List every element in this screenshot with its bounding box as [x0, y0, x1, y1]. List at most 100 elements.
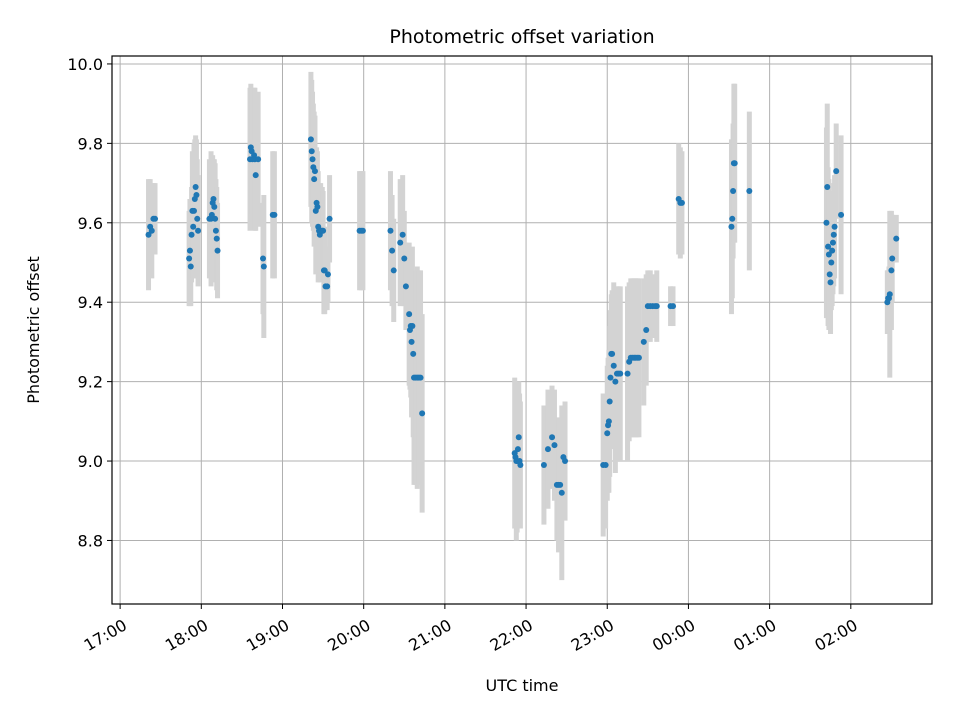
y-tick-label: 9.4 [78, 293, 103, 312]
data-point [359, 227, 366, 234]
y-tick-label: 10.0 [67, 55, 103, 74]
data-point [324, 283, 331, 290]
y-tick-label: 9.0 [78, 452, 103, 471]
plot-frame [111, 55, 933, 605]
data-point [145, 231, 152, 238]
data-point [190, 223, 197, 230]
data-point [731, 160, 738, 167]
data-point [409, 323, 416, 330]
data-point [746, 188, 753, 195]
data-point [886, 291, 893, 298]
data-point [824, 184, 831, 191]
data-point [406, 311, 413, 318]
x-axis-title: UTC time [486, 676, 559, 695]
data-point [609, 350, 616, 357]
data-point [653, 303, 660, 310]
data-point [213, 235, 220, 242]
data-point [260, 255, 267, 262]
data-point [214, 247, 221, 254]
data-point [408, 338, 415, 345]
data-point [387, 227, 394, 234]
data-point [670, 303, 677, 310]
data-point [678, 199, 685, 206]
data-point [517, 462, 524, 469]
data-point [831, 223, 838, 230]
data-point [307, 136, 314, 143]
data-point [635, 354, 642, 361]
data-point [389, 247, 396, 254]
data-point [827, 279, 834, 286]
data-point [551, 442, 558, 449]
data-point [191, 207, 197, 214]
data-point [210, 195, 217, 202]
data-point [194, 215, 201, 222]
data-point [308, 148, 315, 155]
data-point [602, 462, 609, 469]
data-point [833, 168, 840, 175]
data-point [888, 267, 895, 274]
y-tick-label: 8.8 [78, 531, 103, 550]
data-point [610, 362, 617, 369]
y-axis-title: Photometric offset [24, 256, 43, 404]
data-point [187, 263, 194, 270]
data-point [544, 446, 551, 453]
data-point [826, 271, 833, 278]
data-point [562, 458, 569, 465]
grid [112, 56, 932, 604]
data-point [893, 235, 900, 242]
data-point [640, 338, 647, 345]
data-point [729, 215, 736, 222]
data-point [320, 227, 327, 234]
data-point [557, 481, 564, 488]
data-point [311, 176, 318, 183]
data-point [326, 215, 333, 222]
data-point [401, 255, 408, 262]
data-point [186, 247, 193, 254]
data-point [192, 184, 199, 191]
data-point [514, 446, 521, 453]
data-point [252, 172, 259, 179]
data-point [558, 489, 565, 496]
y-tick-label: 9.6 [78, 214, 103, 233]
data-point [419, 410, 426, 417]
data-point [540, 462, 547, 469]
data-point [605, 418, 612, 425]
data-point [728, 223, 735, 230]
data-point [828, 259, 835, 266]
data-point [624, 370, 631, 377]
data-point [314, 203, 321, 210]
data-point [417, 374, 424, 381]
data-point [823, 219, 830, 226]
data-point [212, 215, 219, 222]
data-point [211, 203, 218, 210]
data-point [212, 227, 219, 234]
data-point [148, 227, 155, 234]
data-point [311, 168, 318, 175]
data-point [195, 227, 202, 234]
data-point [643, 327, 650, 333]
data-point [402, 283, 409, 290]
data-point [617, 370, 624, 377]
data-point [606, 398, 613, 405]
data-point [549, 434, 556, 441]
data-point [889, 255, 896, 262]
data-point [604, 430, 611, 437]
data-point [397, 239, 404, 246]
data-point [188, 231, 195, 238]
data-point [515, 434, 522, 441]
data-points [145, 136, 900, 496]
data-point [208, 211, 215, 218]
data-point [321, 267, 328, 274]
data-point [830, 231, 837, 238]
data-point [829, 247, 836, 254]
data-point [399, 231, 406, 238]
data-point [825, 251, 832, 258]
data-point [152, 215, 159, 222]
data-point [829, 239, 836, 246]
data-point [607, 374, 614, 381]
data-point [612, 378, 619, 385]
data-point [309, 156, 316, 163]
data-point [410, 350, 417, 357]
